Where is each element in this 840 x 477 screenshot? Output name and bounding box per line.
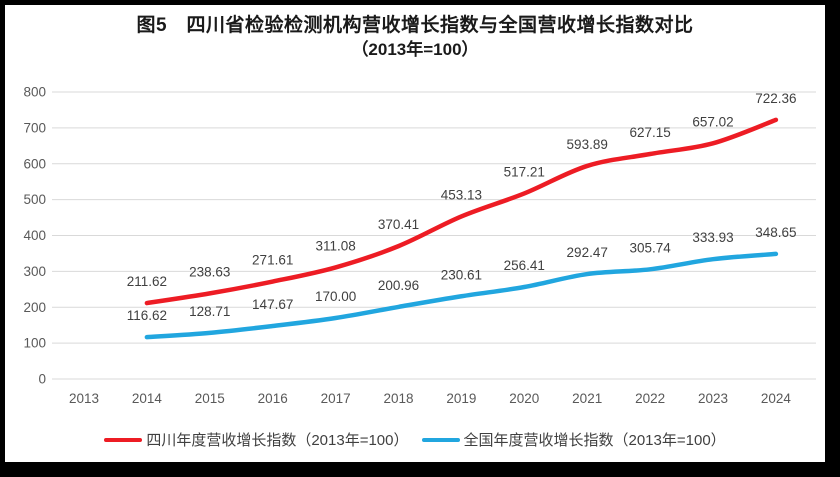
chart-subtitle: （2013年=100） bbox=[351, 40, 479, 59]
legend: 四川年度营收增长指数（2013年=100） 全国年度营收增长指数（2013年=1… bbox=[5, 429, 825, 450]
sichuan-series-swatch bbox=[104, 437, 143, 442]
national-series-swatch bbox=[421, 437, 460, 442]
title-block: 图5 四川省检验检测机构营收增长指数与全国营收增长指数对比 （2013年=100… bbox=[5, 14, 825, 61]
chart-panel bbox=[5, 5, 825, 462]
legend-item-sichuan: 四川年度营收增长指数（2013年=100） bbox=[104, 429, 409, 450]
legend-item-national: 全国年度营收增长指数（2013年=100） bbox=[421, 429, 726, 450]
legend-label-national: 全国年度营收增长指数（2013年=100） bbox=[463, 432, 726, 449]
chart-title: 图5 四川省检验检测机构营收增长指数与全国营收增长指数对比 bbox=[136, 15, 694, 36]
legend-label-sichuan: 四川年度营收增长指数（2013年=100） bbox=[146, 432, 409, 449]
